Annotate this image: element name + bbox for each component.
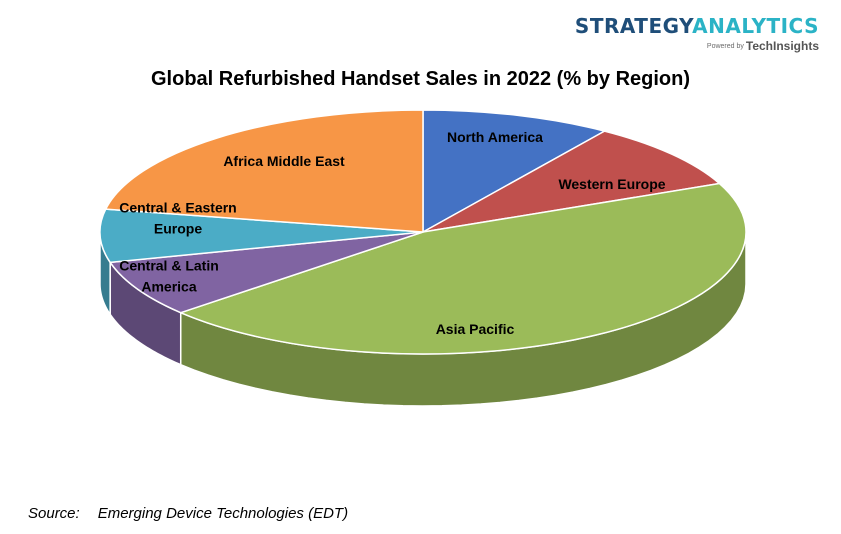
slice-central-eastern-europe <box>99 208 424 264</box>
logo-word-strategy: STRATEGY <box>574 14 693 38</box>
logo-word-analytics: ANALYTICS <box>692 14 819 38</box>
logo-wordmark: STRATEGYANALYTICS <box>575 14 819 38</box>
slice-asia-pacific <box>179 182 747 355</box>
slice-north-america <box>422 109 606 233</box>
slice-western-europe <box>422 130 721 233</box>
slice-label-central-latin-america: Central & Latin America <box>119 258 219 295</box>
chart-title: Global Refurbished Handset Sales in 2022… <box>150 68 690 90</box>
logo-brand: TechInsights <box>745 39 819 53</box>
slice-label-africa-middle-east: Africa Middle East <box>223 153 345 169</box>
pie-labels: North America Western Europe Asia Pacific C… <box>119 129 666 337</box>
slice-label-asia-pacific: Asia Pacific <box>436 321 515 337</box>
source-note: Source: Emerging Device Technologies (EDT… <box>28 505 348 522</box>
slice-central-latin-america <box>109 231 424 314</box>
source-label: Source: <box>28 505 80 522</box>
slice-label-western-europe: Western Europe <box>558 176 665 192</box>
logo-tagline: Powered by TechInsights <box>575 39 819 54</box>
slice-africa-middle-east <box>104 109 424 233</box>
strategy-analytics-logo: STRATEGYANALYTICS Powered by TechInsights <box>575 14 819 54</box>
slice-label-north-america: North America <box>447 129 543 145</box>
source-text: Emerging Device Technologies (EDT) <box>97 505 349 522</box>
slice-label-central-eastern-europe: Central & Eastern Europe <box>119 200 236 237</box>
pie-tops <box>99 109 747 355</box>
logo-powered-by: Powered by <box>706 42 744 50</box>
